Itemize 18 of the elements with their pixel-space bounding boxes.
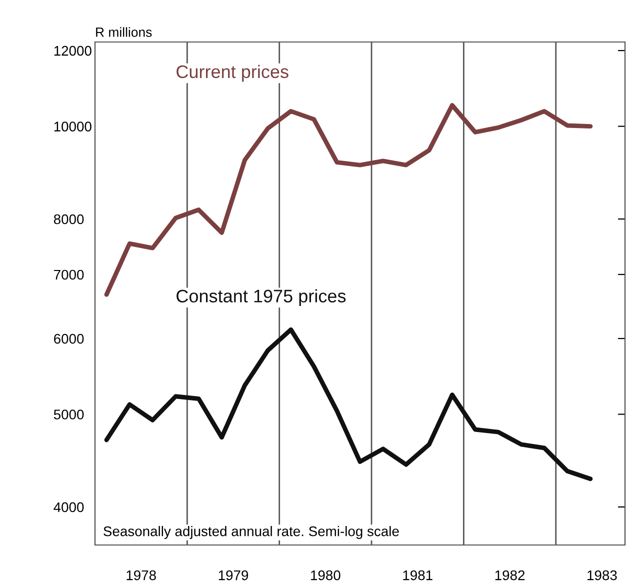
- y-axis-title: R millions: [96, 27, 152, 37]
- x-tick-label: 1981: [403, 570, 432, 580]
- y-tick-label: 6000: [54, 334, 84, 344]
- annotation: Seasonally adjusted annual rate. Semi-log scale: [104, 526, 399, 539]
- line-series: [104, 327, 593, 482]
- text: Constant 1975 prices: [176, 289, 346, 306]
- y-tick-label: 8000: [54, 214, 84, 224]
- y-tick-label: 10000: [54, 122, 92, 132]
- x-tick-label: 1982: [495, 570, 525, 580]
- x-tick-label: 1980: [311, 570, 340, 580]
- y-tick-label: 4000: [54, 502, 84, 512]
- x-tick-label: 1978: [126, 570, 156, 580]
- x-tick-label: 1983: [588, 570, 617, 580]
- y-tick-label: 5000: [54, 410, 84, 420]
- series-label: Current prices: [176, 64, 288, 82]
- x-tick-label: 1979: [218, 570, 248, 580]
- y-tick-label: 12000: [54, 46, 92, 56]
- y-tick-label: 7000: [54, 270, 84, 280]
